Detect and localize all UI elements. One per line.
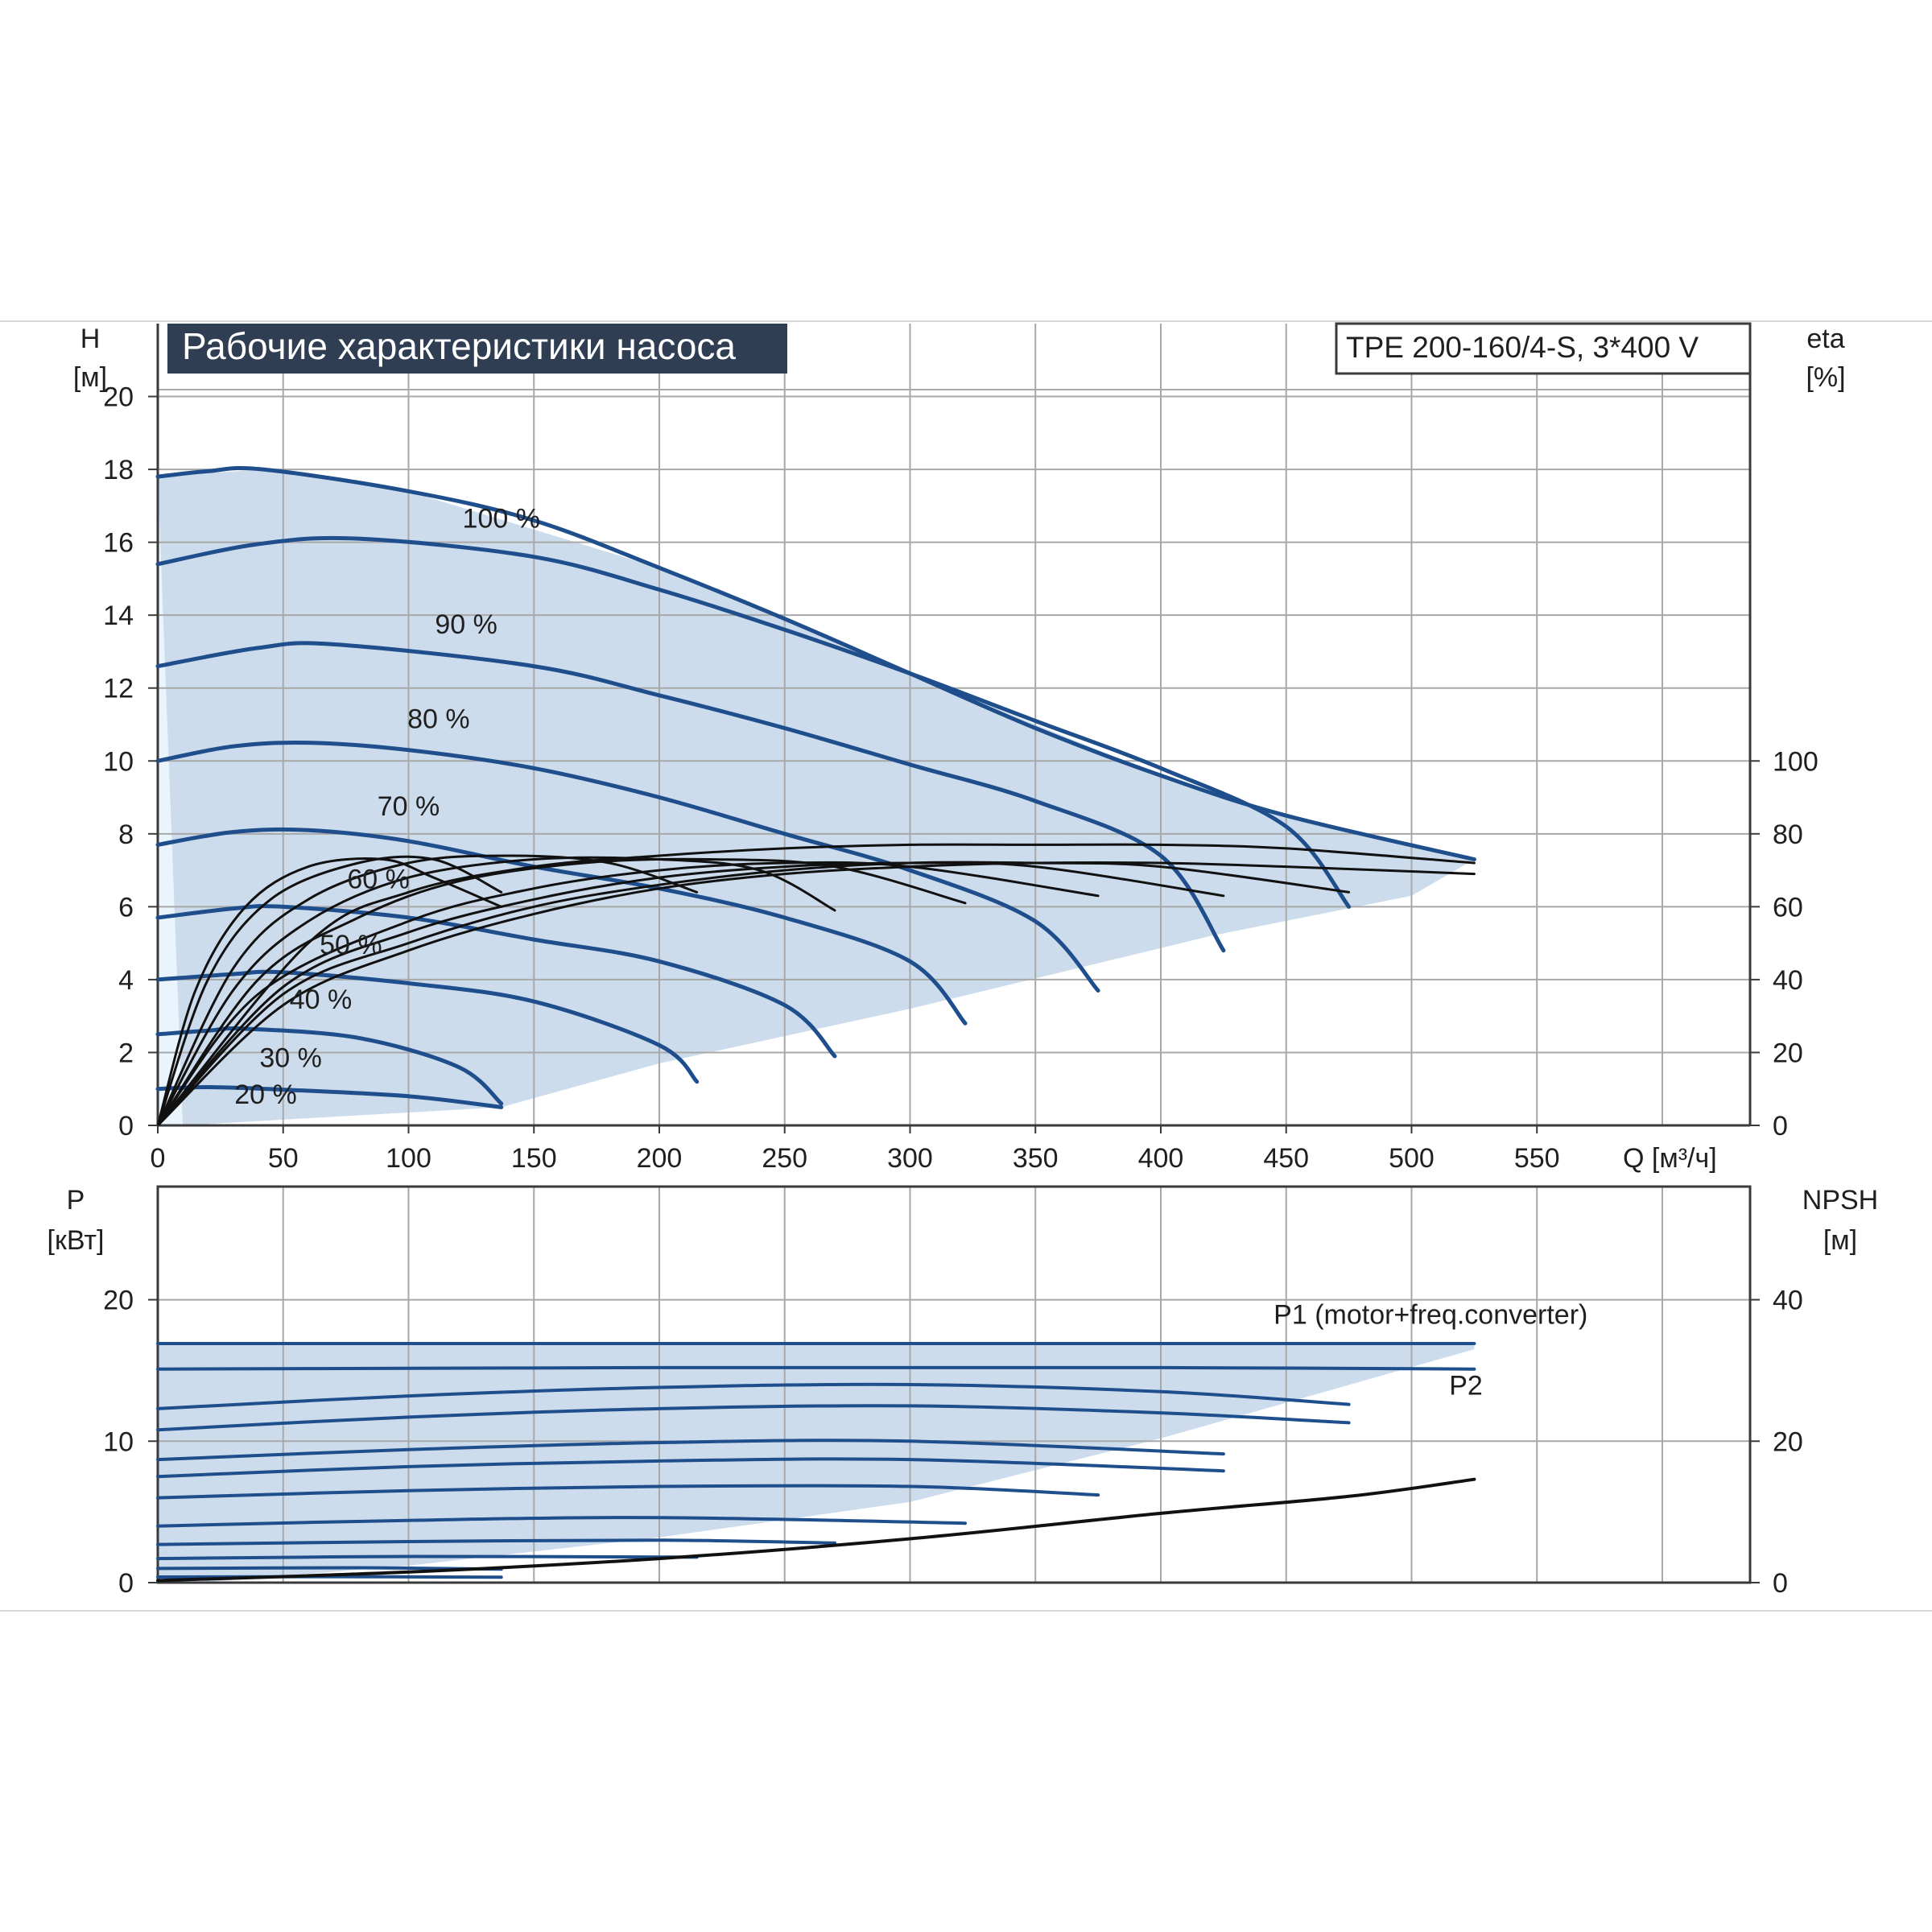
y2-tick-label: 20: [1773, 1038, 1803, 1068]
npsh-curve: [156, 1477, 1476, 1583]
y-tick-label: 2: [118, 1038, 134, 1068]
head-curve: [155, 535, 1352, 909]
head-curve: [155, 740, 1100, 993]
speed-curve-label: 80 %: [407, 704, 470, 735]
y-tick-label: 20: [103, 1286, 134, 1316]
power-curve: [156, 1404, 1351, 1432]
efficiency-curve: [156, 856, 836, 1127]
y-tick-label: 10: [103, 746, 134, 777]
power-curve: [156, 1457, 1225, 1479]
y-axis-name: P: [67, 1185, 85, 1216]
chart-title-box: Рабочие характеристики насоса: [167, 324, 787, 374]
y-axis-unit: [м]: [73, 362, 107, 393]
head-curve: [155, 1084, 504, 1109]
efficiency-curve: [156, 855, 503, 1127]
y-tick-label: 14: [103, 601, 134, 631]
y-tick-label: 0: [118, 1111, 134, 1141]
y-axis-name: H: [80, 324, 101, 354]
y2-tick-label: 80: [1773, 819, 1803, 850]
efficiency-curve: [156, 857, 503, 1127]
x-tick-label: 200: [637, 1143, 683, 1174]
head-curve: [155, 827, 968, 1026]
speed-curve-label: 50 %: [320, 930, 382, 960]
power-curve: [156, 1516, 967, 1528]
x-tick-label: 550: [1514, 1143, 1560, 1174]
speed-curve-label: 70 %: [378, 791, 440, 822]
power-curve: [156, 1484, 1100, 1500]
efficiency-curve: [156, 843, 1476, 1127]
power-curve-label: P1 (motor+freq.converter): [1274, 1299, 1587, 1330]
x-tick-label: 350: [1013, 1143, 1059, 1174]
y-tick-label: 20: [103, 382, 134, 413]
y-tick-label: 0: [118, 1568, 134, 1599]
operating-area: [158, 1344, 1475, 1583]
efficiency-curve: [156, 861, 1351, 1127]
y-tick-label: 12: [103, 674, 134, 704]
operating-area: [158, 469, 1475, 1125]
power-curve: [156, 1538, 836, 1546]
y-tick-label: 4: [118, 965, 134, 996]
head-curve: [155, 904, 837, 1059]
head-curve: [155, 969, 700, 1084]
head-curve: [155, 465, 1476, 861]
model-label: TPE 200-160/4-S, 3*400 V: [1346, 331, 1699, 364]
x-tick-label: 50: [268, 1143, 299, 1174]
y2-tick-label: 0: [1773, 1568, 1788, 1599]
y-tick-label: 16: [103, 528, 134, 559]
x-tick-label: 0: [151, 1143, 166, 1174]
power-curve-label: P2: [1449, 1370, 1483, 1401]
lower-frame: [156, 1185, 1752, 1584]
speed-curve-label: 30 %: [259, 1043, 322, 1074]
y2-tick-label: 40: [1773, 965, 1803, 996]
speed-curve-label: 60 %: [347, 865, 410, 895]
lower-grid: [158, 1187, 1750, 1583]
power-curve: [156, 1575, 503, 1579]
power-npsh-panel: P1 (motor+freq.converter) P2 0 10 20 0 20 40 P [к…: [47, 1185, 1879, 1599]
x-tick-label: 100: [386, 1143, 431, 1174]
x-tick-label: 450: [1263, 1143, 1309, 1174]
efficiency-curve: [156, 854, 699, 1127]
speed-curve-label: 100 %: [463, 504, 540, 535]
y2-axis-unit: [%]: [1806, 362, 1845, 393]
y-tick-label: 18: [103, 455, 134, 485]
y2-tick-label: 40: [1773, 1286, 1803, 1316]
power-curve: [156, 1365, 1476, 1371]
model-box: TPE 200-160/4-S, 3*400 V: [1335, 322, 1752, 375]
y-tick-label: 6: [118, 892, 134, 923]
speed-curve-label: 40 %: [290, 985, 353, 1015]
upper-grid: [158, 324, 1750, 1125]
head-curve: [155, 641, 1226, 953]
efficiency-curve: [156, 861, 1476, 1127]
y2-tick-label: 0: [1773, 1111, 1788, 1141]
head-efficiency-panel: 100 % 90 % 80 % 70 % 60 % 50 % 40 % 30 % 20 % 0 50…: [73, 324, 1846, 1174]
speed-curve-label: 20 %: [234, 1080, 297, 1110]
x-tick-label: 250: [762, 1143, 807, 1174]
model-box-frame: [1335, 322, 1752, 375]
x-tick-label: 150: [511, 1143, 557, 1174]
chart-title: Рабочие характеристики насоса: [182, 325, 736, 367]
y-axis-unit: [кВт]: [47, 1225, 105, 1256]
speed-curve-label: 90 %: [435, 609, 497, 640]
y2-axis-name: NPSH: [1802, 1185, 1878, 1216]
y-tick-label: 10: [103, 1426, 134, 1457]
efficiency-curve: [156, 861, 1100, 1127]
x-tick-label: 300: [887, 1143, 933, 1174]
y2-tick-label: 20: [1773, 1426, 1803, 1457]
x-tick-label: 500: [1389, 1143, 1435, 1174]
power-curve: [156, 1554, 699, 1561]
y2-axis-name: eta: [1806, 324, 1844, 354]
chart-title-background: [167, 324, 787, 374]
y2-tick-label: 100: [1773, 746, 1818, 777]
y2-tick-label: 60: [1773, 892, 1803, 923]
y2-axis-unit: [м]: [1823, 1225, 1857, 1256]
power-curve: [156, 1382, 1351, 1410]
y-tick-label: 8: [118, 819, 134, 850]
power-curve: [156, 1439, 1225, 1462]
efficiency-curve: [156, 857, 967, 1127]
x-tick-label: 400: [1138, 1143, 1184, 1174]
x-axis-label: Q [м³/ч]: [1623, 1143, 1717, 1174]
